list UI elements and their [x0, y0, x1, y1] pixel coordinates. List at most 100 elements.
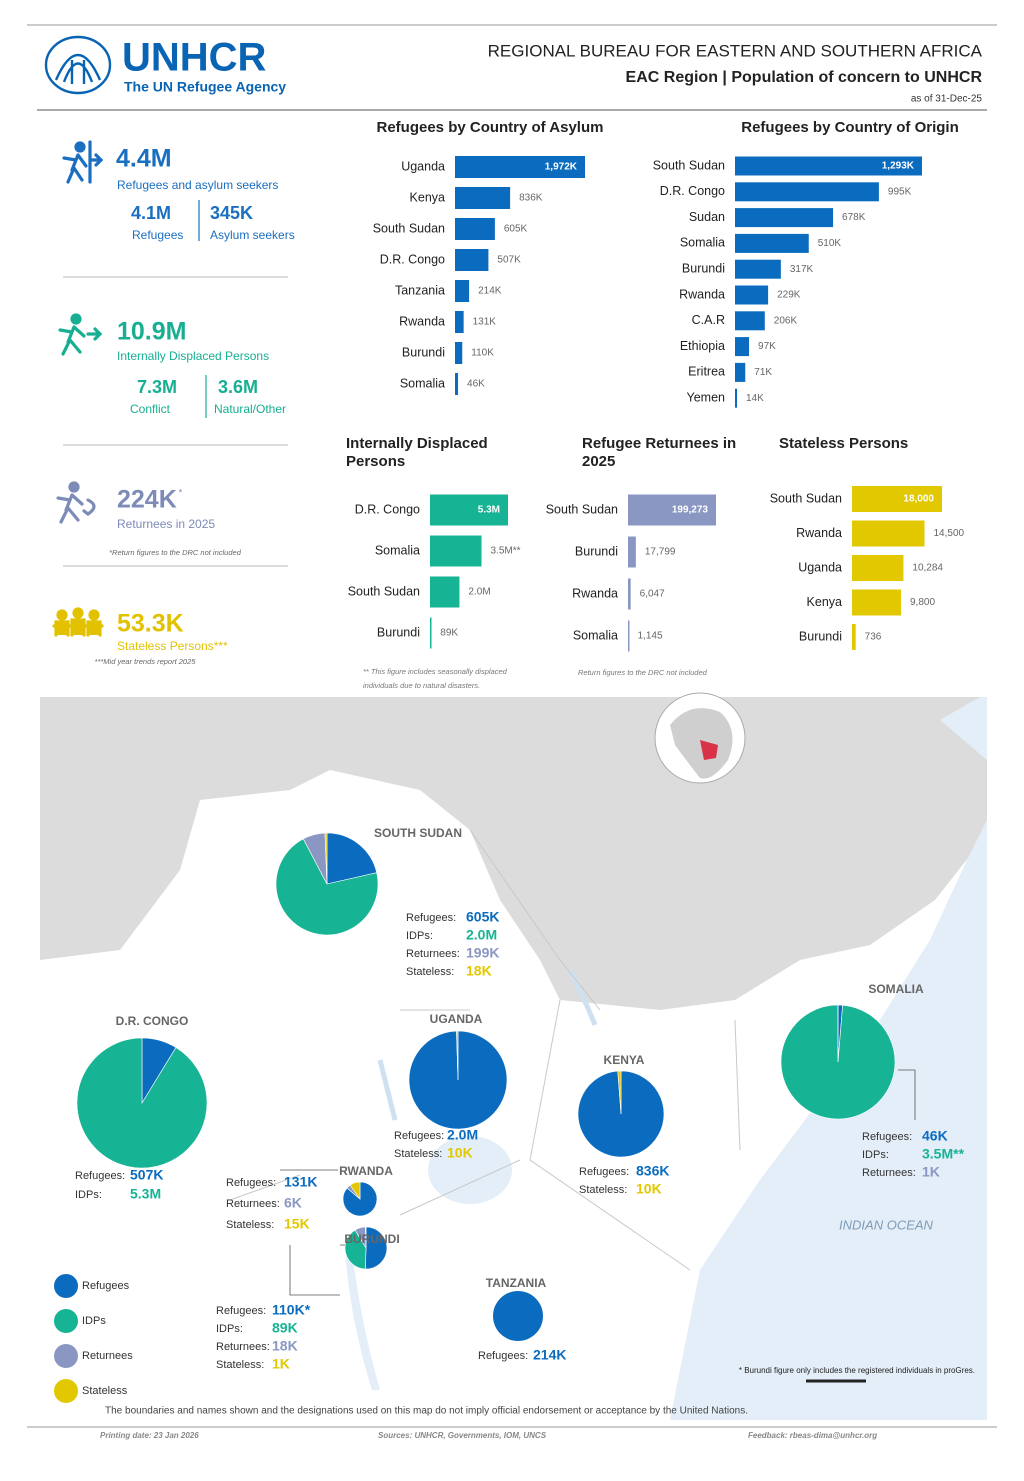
value-label: 1,145 [638, 631, 663, 642]
legend-swatch [54, 1309, 78, 1333]
kpi-part-value: 345K [210, 203, 253, 223]
category-label: D.R. Congo [380, 252, 445, 266]
country-name: UGANDA [430, 1012, 483, 1026]
category-label: Uganda [401, 159, 445, 173]
bar [735, 182, 879, 202]
logo-name: UNHCR [122, 36, 267, 80]
pie-slice [349, 1181, 361, 1200]
map-row-value: 131K [284, 1174, 317, 1190]
value-label: 229K [777, 290, 801, 301]
category-label: D.R. Congo [355, 502, 420, 516]
bar [455, 280, 470, 302]
value-label: 836K [519, 193, 543, 204]
country-name: RWANDA [339, 1164, 393, 1178]
map-row-label: Refugees: [394, 1130, 444, 1142]
pie-slice [617, 1070, 622, 1115]
bar [430, 617, 432, 649]
value-label: 510K [818, 238, 842, 249]
category-label: Tanzania [395, 283, 445, 297]
legend-swatch [54, 1344, 78, 1368]
map-row-label: Stateless: [226, 1219, 274, 1231]
kpi-part-label: Natural/Other [214, 402, 286, 416]
map-row-value: 214K [533, 1347, 566, 1363]
bar [735, 311, 765, 331]
map-row-value: 507K [130, 1167, 163, 1183]
footer-printing: Printing date: 23 Jan 2026 [100, 1431, 199, 1440]
category-label: D.R. Congo [660, 184, 725, 198]
category-label: Sudan [689, 210, 725, 224]
map-row-label: IDPs: [406, 930, 433, 942]
map-row-value: 10K [636, 1181, 662, 1197]
kpi-label: Returnees in 2025 [117, 517, 215, 531]
value-label: 206K [774, 315, 798, 326]
bar [455, 187, 511, 209]
map-row-label: Refugees: [478, 1350, 528, 1362]
value-label: 17,799 [645, 547, 676, 558]
kpi-part-label: Asylum seekers [210, 228, 295, 242]
map-row-value: 1K [272, 1356, 290, 1372]
kpi-mark: * [179, 487, 183, 497]
map-row-label: Returnees: [226, 1198, 280, 1210]
map-row-label: Stateless: [394, 1148, 442, 1160]
map-row-value: 46K [922, 1128, 948, 1144]
kpi-label: Internally Displaced Persons [117, 349, 269, 363]
category-label: Rwanda [399, 314, 445, 328]
bar [455, 249, 489, 271]
map-row-value: 605K [466, 909, 499, 925]
country-name: TANZANIA [486, 1276, 547, 1290]
kpi-value: 4.4M [116, 145, 172, 173]
bar [735, 259, 781, 279]
value-label: 1,293K [882, 161, 915, 172]
footer-feedback: Feedback: rbeas-dima@unhcr.org [748, 1431, 877, 1440]
map-row-label: Stateless: [406, 966, 454, 978]
category-label: Burundi [799, 629, 842, 643]
value-label: 14K [746, 393, 764, 404]
value-label: 97K [758, 341, 776, 352]
bar [628, 536, 636, 568]
bar [628, 620, 630, 652]
kpi-label: Stateless Persons*** [117, 639, 228, 653]
chart-note: ** This figure includes seasonally displ… [363, 667, 507, 690]
country-name: KENYA [604, 1053, 645, 1067]
report-date: as of 31-Dec-25 [911, 94, 983, 105]
map-row-label: IDPs: [75, 1189, 102, 1201]
value-label: 5.3M [478, 505, 500, 516]
category-label: Eritrea [688, 365, 725, 379]
bar [735, 208, 834, 228]
bar [852, 486, 942, 512]
chart-title: Refugee Returnees in 2025 [582, 435, 737, 470]
map-row-label: Returnees: [216, 1341, 270, 1353]
category-label: South Sudan [653, 158, 725, 172]
map-row-value: 2.0M [466, 927, 497, 943]
map-footnote: * Burundi figure only includes the regis… [739, 1366, 975, 1375]
map-row-value: 15K [284, 1216, 310, 1232]
legend-label: Refugees [82, 1280, 130, 1292]
map-row-value: 5.3M [130, 1186, 161, 1202]
value-label: 736 [865, 632, 882, 643]
bar [735, 362, 746, 382]
logo-emblem [44, 35, 112, 95]
country-name: SOMALIA [868, 982, 924, 996]
map-row-label: Returnees: [862, 1167, 916, 1179]
value-label: 3.5M** [491, 546, 521, 557]
bar [735, 156, 922, 176]
category-label: Ethiopia [680, 339, 725, 353]
pie-slice [76, 1037, 208, 1169]
category-label: Somalia [375, 543, 420, 557]
logo-tagline: The UN Refugee Agency [124, 79, 286, 95]
bar [628, 578, 631, 610]
map-row-label: Refugees: [216, 1305, 266, 1317]
map-row-value: 110K* [272, 1302, 311, 1318]
map-row-value: 89K [272, 1320, 298, 1336]
map-row-label: Refugees: [406, 912, 456, 924]
category-label: South Sudan [348, 584, 420, 598]
kpi-value: 224K [117, 486, 177, 514]
pie-slice [365, 1226, 388, 1270]
value-label: 71K [754, 367, 772, 378]
value-label: 605K [504, 224, 528, 235]
map-row-value: 1K [922, 1164, 940, 1180]
category-label: South Sudan [770, 491, 842, 505]
bar [430, 494, 508, 526]
category-label: Burundi [682, 261, 725, 275]
value-label: 110K [471, 348, 494, 359]
